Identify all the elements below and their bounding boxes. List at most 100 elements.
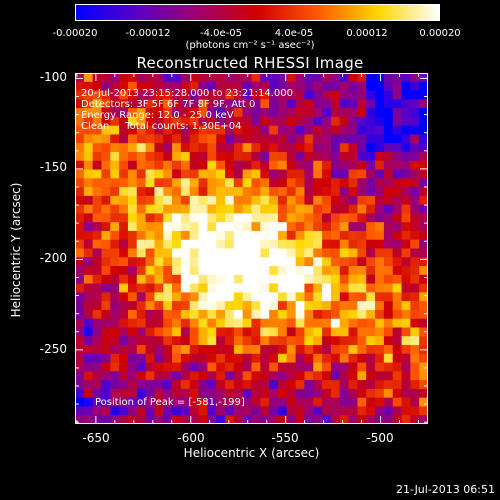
heatmap-cell bbox=[189, 406, 200, 416]
heatmap-cell bbox=[242, 204, 253, 215]
heatmap-cell bbox=[225, 415, 235, 424]
heatmap-cell bbox=[322, 125, 332, 136]
heatmap-cell bbox=[233, 406, 244, 416]
heatmap-cell bbox=[216, 336, 226, 346]
heatmap-cell bbox=[277, 125, 288, 136]
heatmap-cell bbox=[180, 195, 191, 206]
heatmap-cell bbox=[180, 239, 191, 250]
heatmap-cell bbox=[110, 213, 120, 223]
heatmap-cell bbox=[304, 213, 314, 223]
heatmap-cell bbox=[189, 353, 200, 364]
heatmap-cell bbox=[313, 327, 323, 337]
heatmap-cell bbox=[145, 301, 156, 311]
heatmap-cell bbox=[260, 178, 270, 188]
heatmap-cell bbox=[401, 116, 411, 127]
heatmap-cell bbox=[198, 318, 208, 329]
heatmap-cell bbox=[260, 266, 270, 276]
heatmap-cell bbox=[375, 134, 385, 144]
heatmap-cell bbox=[163, 151, 173, 162]
heatmap-cell bbox=[251, 336, 261, 346]
heatmap-cell bbox=[154, 73, 164, 83]
heatmap-cell bbox=[330, 301, 341, 311]
heatmap-cell bbox=[207, 380, 217, 390]
heatmap-cell bbox=[242, 222, 253, 232]
heatmap-cell bbox=[410, 248, 420, 258]
heatmap-cell bbox=[295, 116, 306, 127]
heatmap-cell bbox=[383, 257, 394, 267]
heatmap-cell bbox=[216, 248, 226, 258]
heatmap-cell bbox=[127, 187, 138, 197]
heatmap-cell bbox=[375, 301, 385, 311]
heatmap-cell bbox=[127, 90, 138, 100]
heatmap-cell bbox=[92, 81, 103, 92]
heatmap-cell bbox=[101, 388, 111, 399]
heatmap-cell bbox=[127, 318, 138, 329]
heatmap-cell bbox=[233, 125, 244, 136]
heatmap-cell bbox=[92, 415, 103, 424]
heatmap-cell bbox=[295, 125, 306, 136]
heatmap-cell bbox=[75, 90, 85, 100]
heatmap-cell bbox=[119, 99, 129, 109]
heatmap-cell bbox=[322, 187, 332, 197]
heatmap-cell bbox=[75, 362, 85, 372]
heatmap-cell bbox=[304, 125, 314, 136]
heatmap-cell bbox=[180, 116, 191, 127]
heatmap-cell bbox=[163, 108, 173, 118]
heatmap-cell bbox=[136, 257, 147, 267]
heatmap-cell bbox=[392, 134, 403, 144]
heatmap-cell bbox=[163, 327, 173, 337]
heatmap-cell bbox=[92, 345, 103, 355]
heatmap-cell bbox=[163, 90, 173, 100]
heatmap-cell bbox=[366, 222, 376, 232]
heatmap-cell bbox=[225, 309, 235, 320]
heatmap-cell bbox=[101, 204, 111, 215]
heatmap-cell bbox=[180, 99, 191, 109]
heatmap-cell bbox=[189, 143, 200, 153]
heatmap-cell bbox=[348, 230, 358, 241]
peak-position-label: Position of Peak = [-581,-199] bbox=[95, 397, 245, 408]
heatmap-cell bbox=[313, 248, 323, 258]
heatmap-cell bbox=[145, 248, 156, 258]
heatmap-cell bbox=[295, 169, 306, 179]
heatmap-cell bbox=[286, 336, 297, 346]
heatmap-cell bbox=[172, 274, 182, 285]
heatmap-cell bbox=[277, 108, 288, 118]
heatmap-cell bbox=[419, 239, 428, 250]
heatmap-cell bbox=[277, 406, 288, 416]
heatmap-cell bbox=[251, 362, 261, 372]
heatmap-cell bbox=[225, 371, 235, 381]
heatmap-cell bbox=[189, 309, 200, 320]
heatmap-cell bbox=[242, 318, 253, 329]
heatmap-cell bbox=[225, 73, 235, 83]
heatmap-cell bbox=[110, 125, 120, 136]
heatmap-cell bbox=[419, 318, 428, 329]
heatmap-cell bbox=[330, 266, 341, 276]
heatmap-cell bbox=[295, 309, 306, 320]
heatmap-cell bbox=[110, 415, 120, 424]
heatmap-cell bbox=[383, 309, 394, 320]
heatmap-cell bbox=[383, 143, 394, 153]
heatmap-cell bbox=[286, 99, 297, 109]
heatmap-cell bbox=[119, 116, 129, 127]
heatmap-cell bbox=[216, 309, 226, 320]
heatmap-cell bbox=[366, 230, 376, 241]
heatmap-cell bbox=[207, 125, 217, 136]
heatmap-cell bbox=[101, 327, 111, 337]
heatmap-cell bbox=[286, 415, 297, 424]
heatmap-cell bbox=[392, 380, 403, 390]
heatmap-cell bbox=[242, 248, 253, 258]
heatmap-cell bbox=[375, 336, 385, 346]
heatmap-cell bbox=[207, 160, 217, 171]
heatmap-cell bbox=[392, 195, 403, 206]
heatmap-cell bbox=[101, 318, 111, 329]
heatmap-cell bbox=[145, 397, 156, 408]
heatmap-cell bbox=[242, 415, 253, 424]
heatmap-cell bbox=[304, 345, 314, 355]
heatmap-cell bbox=[127, 204, 138, 215]
heatmap-cell bbox=[322, 239, 332, 250]
heatmap-cell bbox=[198, 160, 208, 171]
heatmap-cell bbox=[251, 415, 261, 424]
heatmap-cell bbox=[401, 345, 411, 355]
heatmap-cell bbox=[119, 292, 129, 302]
heatmap-cell bbox=[339, 116, 350, 127]
